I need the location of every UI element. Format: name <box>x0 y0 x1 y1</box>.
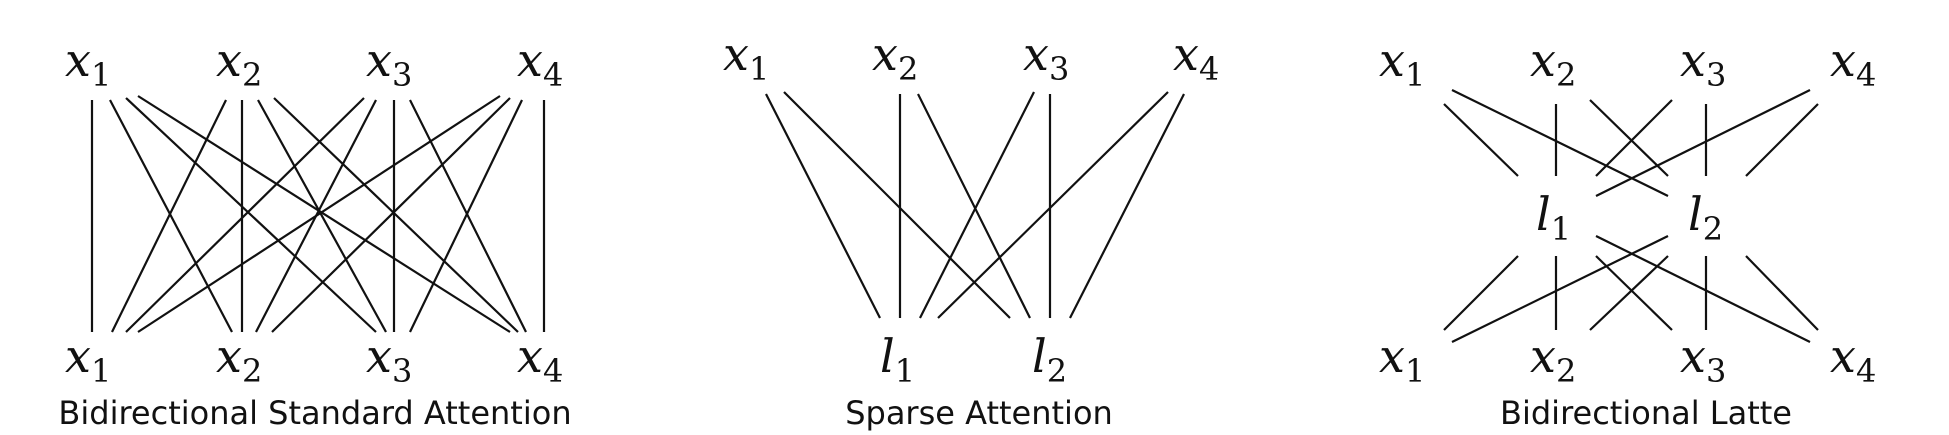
std-bottom-x3: x3 <box>366 329 412 390</box>
sparse-top-x2: x2 <box>872 27 918 88</box>
std-top-x2: x2 <box>216 33 262 94</box>
sparse-top-x4: x4 <box>1173 27 1219 88</box>
panel-bidirectional-latte: x1 x2 x3 x4 l1 l2 x1 x2 x3 x4 Bidirectio… <box>1379 33 1876 432</box>
std-bottom-x1: x1 <box>65 329 111 390</box>
caption-standard-attention: Bidirectional Standard Attention <box>58 394 571 432</box>
latte-bottom-x4: x4 <box>1830 329 1876 390</box>
latte-top-x3: x3 <box>1680 33 1726 94</box>
caption-bidirectional-latte: Bidirectional Latte <box>1500 394 1792 432</box>
sparse-bottom-l1: l1 <box>880 329 915 390</box>
latte-top-x1: x1 <box>1379 33 1425 94</box>
edges-latte-bottom <box>1443 235 1819 343</box>
sparse-top-x3: x3 <box>1023 27 1069 88</box>
panel-standard-attention: x1 x2 x3 x4 x1 x2 x3 x4 Bidirectional St… <box>58 33 571 432</box>
std-bottom-x2: x2 <box>216 329 262 390</box>
std-top-x1: x1 <box>65 33 111 94</box>
std-top-x3: x3 <box>366 33 412 94</box>
latte-bottom-x3: x3 <box>1680 329 1726 390</box>
sparse-bottom-l2: l2 <box>1032 329 1067 390</box>
latte-bottom-x2: x2 <box>1530 329 1576 390</box>
latte-middle-l1: l1 <box>1536 187 1571 248</box>
panel-sparse-attention: x1 x2 x3 x4 l1 l2 Sparse Attention <box>723 27 1219 432</box>
latte-bottom-x1: x1 <box>1379 329 1425 390</box>
latte-top-x4: x4 <box>1830 33 1876 94</box>
edges-sparse <box>765 91 1185 319</box>
edges-latte-top <box>1443 89 1819 197</box>
edges-standard <box>90 95 546 333</box>
std-bottom-x4: x4 <box>517 329 563 390</box>
caption-sparse-attention: Sparse Attention <box>845 394 1113 432</box>
std-top-x4: x4 <box>517 33 563 94</box>
latte-top-x2: x2 <box>1530 33 1576 94</box>
latte-middle-l2: l2 <box>1688 187 1723 248</box>
sparse-top-x1: x1 <box>723 27 769 88</box>
